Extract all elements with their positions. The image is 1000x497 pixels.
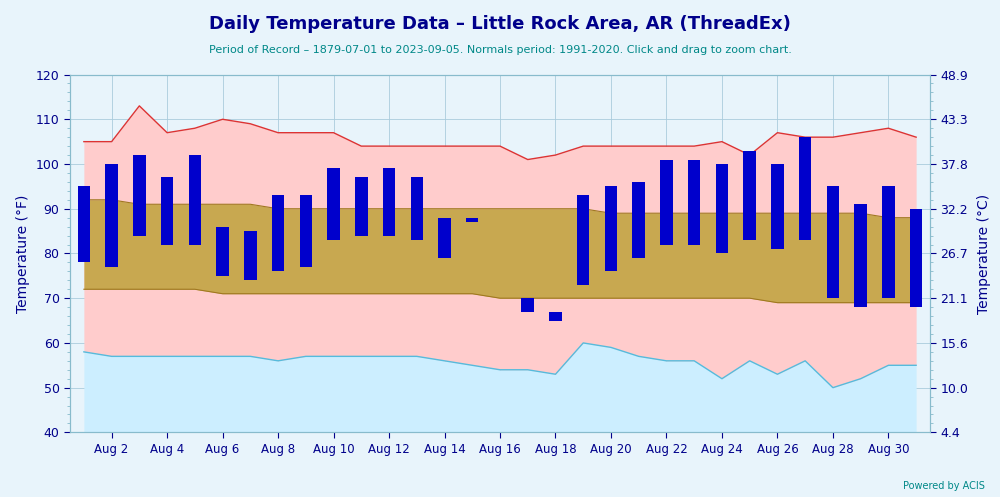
Bar <box>910 209 922 307</box>
Bar <box>605 186 617 271</box>
Text: Daily Temperature Data – Little Rock Area, AR (ThreadEx): Daily Temperature Data – Little Rock Are… <box>209 15 791 33</box>
Bar <box>411 177 423 240</box>
Bar <box>105 164 118 267</box>
Bar <box>854 204 867 307</box>
Bar <box>549 312 562 321</box>
Bar <box>743 151 756 240</box>
Bar <box>882 186 895 298</box>
Bar <box>577 195 589 285</box>
Bar <box>771 164 784 249</box>
Bar <box>272 195 284 271</box>
Bar <box>78 186 90 262</box>
Bar <box>300 195 312 267</box>
Bar <box>161 177 173 245</box>
Bar <box>827 186 839 298</box>
Bar <box>438 218 451 258</box>
Bar <box>189 155 201 245</box>
Bar <box>383 168 395 236</box>
Bar <box>799 137 811 240</box>
Bar <box>355 177 368 236</box>
Bar <box>133 155 146 236</box>
Text: Period of Record – 1879-07-01 to 2023-09-05. Normals period: 1991-2020. Click an: Period of Record – 1879-07-01 to 2023-09… <box>209 45 791 55</box>
Bar <box>632 182 645 258</box>
Bar <box>521 298 534 312</box>
Bar <box>660 160 673 245</box>
Y-axis label: Temperature (°C): Temperature (°C) <box>977 193 991 314</box>
Bar <box>244 231 257 280</box>
Bar <box>327 168 340 240</box>
Text: Powered by ACIS: Powered by ACIS <box>903 481 985 491</box>
Bar <box>716 164 728 253</box>
Bar <box>216 227 229 276</box>
Bar <box>688 160 700 245</box>
Bar <box>466 218 478 222</box>
Y-axis label: Temperature (°F): Temperature (°F) <box>16 194 30 313</box>
